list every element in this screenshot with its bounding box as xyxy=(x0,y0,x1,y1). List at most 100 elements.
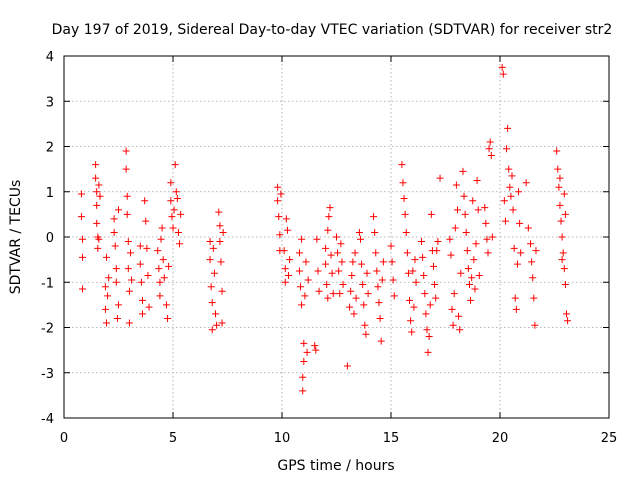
data-point xyxy=(168,213,176,221)
data-point xyxy=(529,274,537,282)
x-tick-label: 5 xyxy=(169,431,177,446)
data-point xyxy=(298,301,306,309)
data-point xyxy=(274,183,282,191)
data-point xyxy=(488,233,496,241)
data-point xyxy=(103,319,111,327)
data-point xyxy=(430,262,438,270)
data-point xyxy=(420,271,428,279)
data-point xyxy=(329,290,337,298)
data-point xyxy=(453,206,461,214)
data-point xyxy=(298,235,306,243)
data-point xyxy=(79,285,87,293)
data-point xyxy=(169,224,177,232)
data-point xyxy=(363,269,371,277)
x-tick-labels: 0 5 10 15 20 25 xyxy=(60,431,617,446)
data-point xyxy=(556,201,564,209)
data-point xyxy=(469,197,477,205)
data-point xyxy=(136,260,144,268)
data-point xyxy=(424,348,432,356)
data-point xyxy=(315,287,323,295)
data-point xyxy=(104,292,112,300)
data-point xyxy=(216,222,224,230)
data-point xyxy=(156,278,164,286)
data-point xyxy=(452,181,460,189)
data-point xyxy=(513,260,521,268)
data-point xyxy=(176,240,184,248)
data-point xyxy=(155,265,163,273)
data-point xyxy=(425,333,433,341)
data-point xyxy=(124,265,132,273)
data-point xyxy=(561,281,569,289)
data-point xyxy=(282,215,290,223)
data-point xyxy=(464,265,472,273)
data-point xyxy=(312,346,320,354)
data-point xyxy=(461,210,469,218)
data-point xyxy=(299,373,307,381)
data-point xyxy=(447,251,455,259)
data-point xyxy=(79,235,87,243)
data-point xyxy=(110,228,118,236)
data-point xyxy=(300,339,308,347)
data-point xyxy=(472,240,480,248)
data-point xyxy=(138,296,146,304)
data-point xyxy=(295,249,303,257)
data-point xyxy=(465,281,473,289)
data-point xyxy=(360,301,368,309)
data-point xyxy=(401,210,409,218)
data-point xyxy=(407,317,415,325)
data-point xyxy=(400,195,408,203)
data-point xyxy=(126,249,134,257)
x-tick-label: 25 xyxy=(601,431,618,446)
data-point xyxy=(174,228,182,236)
data-point xyxy=(302,258,310,266)
y-axis-label: SDTVAR / TECUs xyxy=(8,180,24,295)
data-point xyxy=(167,197,175,205)
data-point xyxy=(92,174,100,182)
data-point xyxy=(483,235,491,243)
data-point xyxy=(462,228,470,236)
data-point xyxy=(560,190,568,198)
data-point xyxy=(387,242,395,250)
chart-title: Day 197 of 2019, Sidereal Day-to-day VTE… xyxy=(52,22,613,38)
data-point xyxy=(322,260,330,268)
data-point xyxy=(157,235,165,243)
data-point xyxy=(434,238,442,246)
data-point xyxy=(370,213,378,221)
data-point xyxy=(159,256,167,264)
data-point xyxy=(359,281,367,289)
y-tick-label: -2 xyxy=(41,322,54,337)
data-point xyxy=(283,226,291,234)
data-point xyxy=(206,238,214,246)
data-point xyxy=(410,303,418,311)
data-point xyxy=(485,145,493,153)
data-point xyxy=(123,192,131,200)
data-point xyxy=(326,204,334,212)
data-point xyxy=(507,192,515,200)
y-tick-label: 0 xyxy=(46,231,54,246)
data-point xyxy=(218,319,226,327)
data-point xyxy=(92,161,100,169)
data-point xyxy=(463,247,471,255)
data-point xyxy=(295,267,303,275)
data-point xyxy=(553,147,561,155)
data-point xyxy=(419,253,427,261)
data-point xyxy=(528,258,536,266)
data-point xyxy=(481,204,489,212)
data-point xyxy=(337,240,345,248)
x-tick-label: 20 xyxy=(492,431,509,446)
data-point xyxy=(456,326,464,334)
data-point xyxy=(124,238,132,246)
data-point xyxy=(101,283,109,291)
data-point xyxy=(362,330,370,338)
data-point xyxy=(160,274,168,282)
data-point xyxy=(95,181,103,189)
data-point xyxy=(339,281,347,289)
axis-ticks xyxy=(63,55,610,419)
data-point xyxy=(487,152,495,160)
data-point xyxy=(426,301,434,309)
data-point xyxy=(378,276,386,284)
data-point xyxy=(77,213,85,221)
data-point xyxy=(95,235,103,243)
data-point xyxy=(170,206,178,214)
